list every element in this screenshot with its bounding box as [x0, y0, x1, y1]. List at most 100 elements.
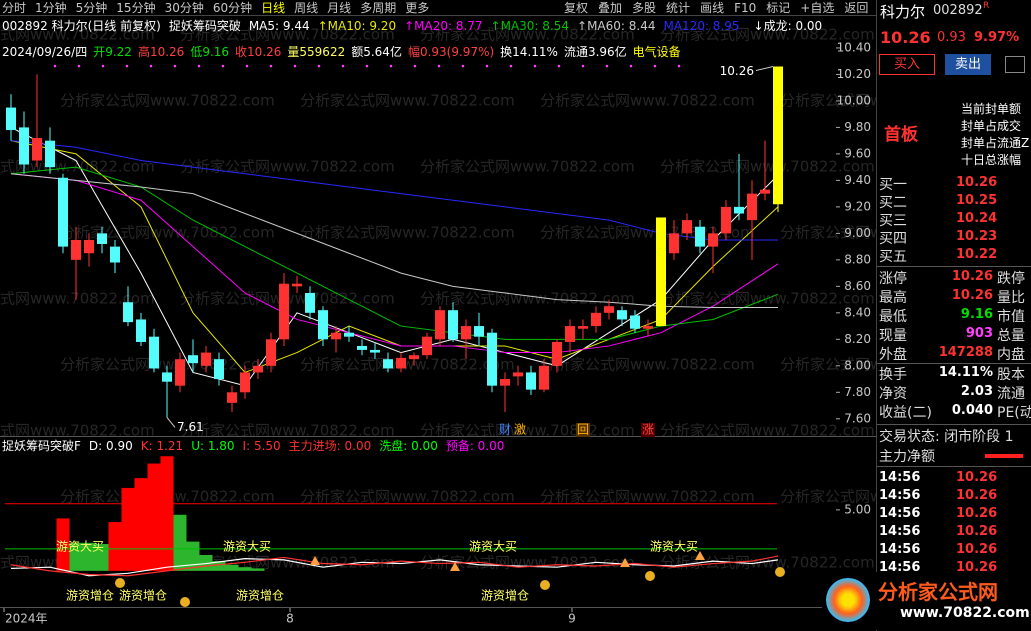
x-tick-label: 2024年: [5, 612, 48, 626]
tool-button[interactable]: 统计: [666, 1, 691, 15]
menu-button[interactable]: [1005, 56, 1025, 73]
stat-value: 14.11%: [938, 365, 993, 380]
period-tab[interactable]: 日线: [261, 1, 286, 15]
candle-body: [84, 239, 94, 254]
watermark: 分析家公式网www.70822.com: [540, 356, 755, 374]
candle-body: [214, 359, 224, 380]
seal-label: 封单占成交: [961, 119, 1022, 133]
tool-button[interactable]: F10: [734, 0, 757, 15]
board-tag: 首板: [884, 125, 918, 145]
signal-annotation: 游资大买: [56, 540, 104, 554]
tool-button[interactable]: 画线: [700, 1, 725, 15]
ma-line: [10, 166, 779, 340]
info-item: 低9.16: [190, 45, 230, 59]
period-tab[interactable]: 分时: [2, 1, 27, 15]
ma-legend: MA5: 9.44: [248, 18, 310, 33]
candle-body: [201, 352, 211, 366]
ma-line: [10, 173, 778, 309]
info-item: 高10.26: [137, 45, 185, 59]
tool-button[interactable]: +自选: [800, 1, 835, 15]
candle-body: [721, 206, 731, 234]
candle-body: [773, 66, 783, 205]
candle-body: [383, 359, 393, 369]
indicator-bar: [225, 564, 239, 571]
signal-dot: [677, 64, 681, 68]
signal-annotation: 游资增仓: [66, 589, 114, 603]
candle-body: [45, 140, 55, 168]
indicator-line: [10, 555, 779, 577]
stat-label: PE(动): [997, 405, 1031, 421]
candle-body: [318, 310, 328, 340]
buy-button[interactable]: 买入: [879, 54, 935, 75]
indicator-title: 捉妖筹码突破F: [2, 439, 81, 453]
candle-body: [604, 306, 614, 313]
period-tab[interactable]: 更多: [405, 1, 430, 15]
tool-button[interactable]: 叠加: [598, 1, 623, 15]
candle-body: [110, 246, 120, 263]
stat-label: 内盘: [997, 347, 1025, 363]
stat-label: 量比: [997, 290, 1025, 306]
info-item: 额5.64亿: [351, 45, 402, 59]
signal-dot: [293, 64, 297, 68]
period-tab[interactable]: 30分钟: [164, 1, 204, 15]
period-tab[interactable]: 月线: [327, 1, 352, 15]
candle-body: [331, 332, 341, 340]
tool-button[interactable]: 标记: [766, 1, 791, 15]
watermark: 分析家公式网www.70822.com: [420, 554, 635, 572]
info-line: 2024/09/26/四 开9.22 高10.26 低9.16 收10.26 量55962…: [2, 44, 681, 59]
stat-label: 股本: [997, 367, 1025, 383]
separator: [877, 466, 1031, 467]
signal-dot: [149, 64, 153, 68]
period-tab[interactable]: 15分钟: [116, 1, 156, 15]
sell-button[interactable]: 卖出: [945, 54, 991, 75]
candle-body: [136, 319, 146, 342]
hand-icon: [450, 562, 460, 571]
stat-value: 147288: [938, 345, 993, 360]
tick-time: 14:56: [879, 560, 921, 575]
formula[interactable]: 捉妖筹码突破: [168, 19, 241, 33]
tick-time: 14:56: [879, 542, 921, 557]
period-tab[interactable]: 5分钟: [75, 1, 108, 15]
tick-price: 10.26: [956, 542, 998, 557]
y-tick-label: 8.80: [844, 252, 871, 266]
period-tab[interactable]: 多周期: [360, 1, 397, 15]
candle-body: [370, 349, 380, 353]
pointer: [166, 417, 176, 428]
money-icon: [115, 578, 125, 588]
tick-price: 10.26: [956, 470, 998, 485]
watermark: 分析家公式网www.70822.com: [660, 26, 875, 44]
watermark: 分析家公式网www.70822.com: [420, 290, 635, 308]
signal-annotation: 游资增仓: [236, 589, 284, 603]
separator: [877, 424, 1031, 425]
candle-body: [188, 355, 198, 364]
candle-body: [591, 312, 601, 327]
stock-flag: R: [983, 1, 990, 11]
candle-body: [422, 336, 432, 356]
money-icon: [180, 597, 190, 607]
watermark: 分析家公式网www.70822.com: [180, 422, 395, 440]
stat-label: 换手: [879, 367, 907, 383]
y-tick-label: 9.80: [844, 120, 871, 134]
period-tab[interactable]: 周线: [294, 1, 319, 15]
signal-dot: [629, 64, 633, 68]
tool-bar: 复权 叠加 多股 统计 画线 F10 标记 +自选 返回: [564, 0, 869, 16]
stat-label: 总量: [997, 328, 1025, 344]
y-tick-label: 7.60: [844, 411, 871, 425]
bid-price: 10.23: [956, 229, 998, 244]
candle-body: [240, 372, 250, 393]
watermark: 分析家公式网www.70822.com: [60, 92, 275, 110]
logo-icon: [826, 578, 870, 622]
signal-dot: [269, 64, 273, 68]
signal-annotation: 游资大买: [223, 540, 271, 554]
net-bar: [985, 454, 1023, 458]
bid-price: 10.22: [956, 247, 998, 262]
tool-button[interactable]: 返回: [844, 1, 869, 15]
signal-dot: [461, 64, 465, 68]
period-tab[interactable]: 1分钟: [35, 1, 67, 15]
trade-status: 交易状态: 闭市阶段 1: [879, 429, 1014, 445]
watermark: 分析家公式网www.70822.com: [300, 224, 515, 242]
stock-name: 科力尔: [880, 3, 926, 21]
period-tab[interactable]: 60分钟: [212, 1, 253, 15]
tool-button[interactable]: 复权: [564, 1, 589, 15]
tool-button[interactable]: 多股: [632, 1, 657, 15]
